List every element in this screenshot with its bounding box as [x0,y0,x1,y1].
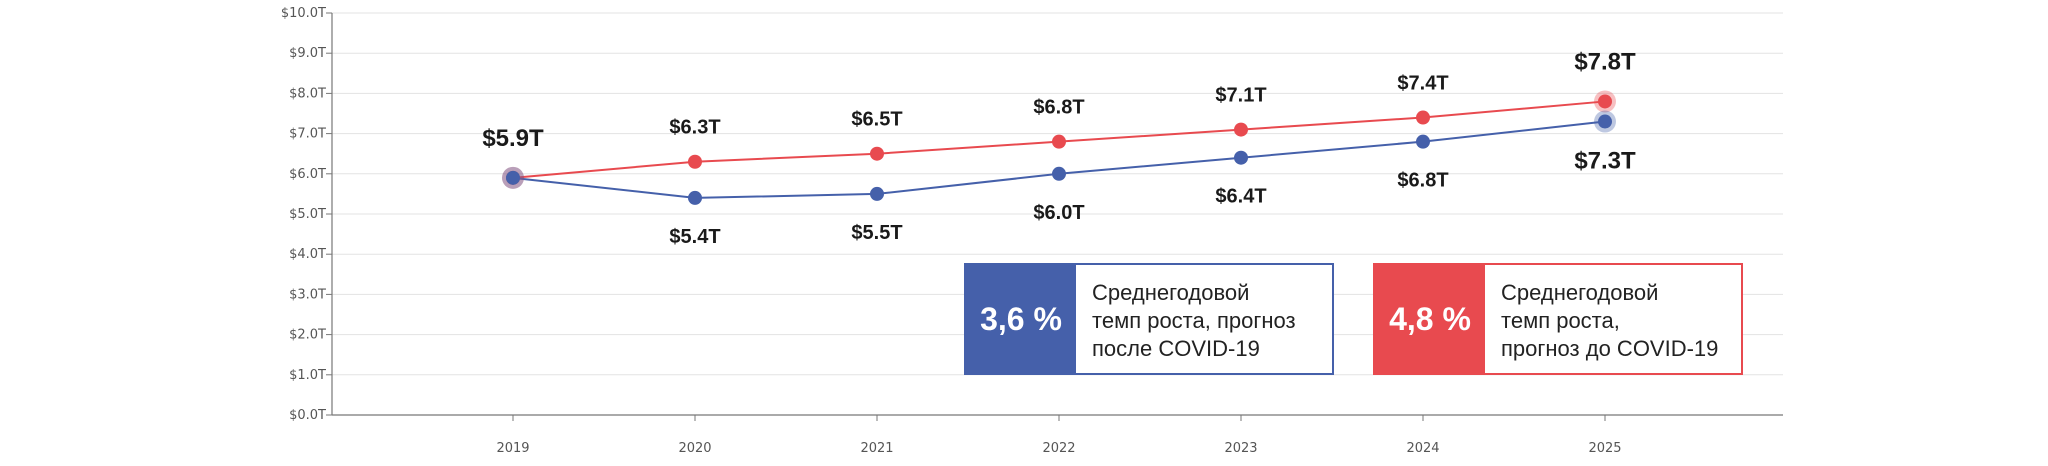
data-label: $5.4T [669,226,720,248]
y-tick-label: $4.0T [289,247,326,262]
y-tick-label: $6.0T [289,167,326,182]
data-point [1052,134,1066,149]
data-labels: $5.9T $6.3T $6.5T $6.8T $7.1T $7.4T $7.8T $5.4T… [482,48,1636,247]
data-label: $6.8T [1033,97,1084,119]
x-tick-label: 2023 [1224,441,1257,456]
x-tick-label: 2021 [860,441,893,456]
y-tick-label: $7.0T [289,127,326,142]
data-point [1598,114,1612,129]
data-label: $6.5T [851,109,902,131]
y-tick-label: $2.0T [289,328,326,343]
legend-pre-covid-value: 4,8 % [1375,265,1485,373]
x-tick-label: 2020 [678,441,711,456]
data-label: $6.3T [669,117,720,139]
data-point [1416,110,1430,125]
data-label: $6.4T [1215,186,1266,208]
data-point [870,146,884,161]
x-tick-label: 2025 [1588,441,1621,456]
x-tick-label: 2019 [496,441,529,456]
y-tick-label: $8.0T [289,86,326,101]
legend-pre-covid-text: Среднегодовой темп роста, прогноз до COV… [1501,280,1719,362]
legend-post-covid-text: Среднегодовой темп роста, прогноз после … [1092,280,1296,362]
series-points [502,90,1616,205]
data-label: $7.4T [1397,73,1448,95]
x-tick-label: 2022 [1042,441,1075,456]
y-tick-label: $1.0T [289,368,326,383]
legend-post-covid-value: 3,6 % [966,265,1076,373]
x-axis-ticks: 2019 2020 2021 2022 2023 2024 2025 [496,415,1622,456]
data-point [1052,166,1066,181]
legend-pre-covid: 4,8 % Среднегодовой темп роста, прогноз … [1373,263,1743,375]
y-tick-label: $9.0T [289,46,326,61]
data-point [688,190,702,205]
data-point [1416,134,1430,149]
data-point [1598,94,1612,109]
legend-post-covid: 3,6 % Среднегодовой темп роста, прогноз … [964,263,1334,375]
y-tick-label: $5.0T [289,207,326,222]
data-label: $6.0T [1033,202,1084,224]
data-point [506,170,520,185]
x-tick-label: 2024 [1406,441,1439,456]
y-tick-label: $0.0T [289,408,326,423]
data-label: $5.5T [851,222,902,244]
data-label: $7.3T [1574,148,1636,175]
y-axis-ticks: $0.0T $1.0T $2.0T $3.0T $4.0T $5.0T $6.0T $7.0T… [281,6,332,423]
data-label: $7.1T [1215,85,1266,107]
data-point [688,154,702,169]
data-label: $5.9T [482,125,544,152]
data-point [1234,150,1248,165]
data-point [1234,122,1248,137]
data-label: $6.8T [1397,170,1448,192]
y-tick-label: $10.0T [281,6,326,21]
data-point [870,186,884,201]
data-label: $7.8T [1574,48,1636,75]
y-tick-label: $3.0T [289,287,326,302]
